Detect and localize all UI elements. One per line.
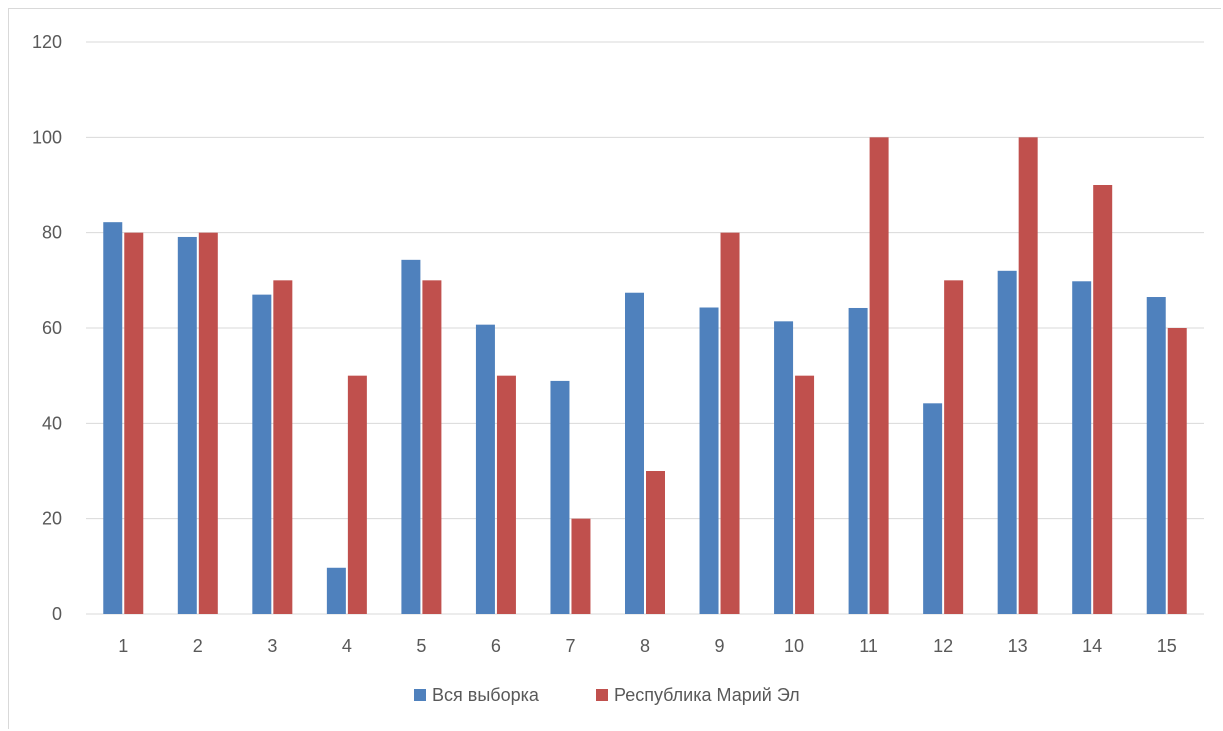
x-tick-label: 15 <box>1157 636 1177 656</box>
bar-series-2-cat-4 <box>347 375 367 614</box>
bar-series-2-cat-12 <box>944 280 964 614</box>
bar-series-1-cat-1 <box>103 222 123 614</box>
x-tick-label: 9 <box>715 636 725 656</box>
bar-series-1-cat-15 <box>1146 297 1166 614</box>
y-tick-label: 120 <box>32 32 62 52</box>
bar-series-1-cat-13 <box>997 270 1017 614</box>
bar-series-2-cat-10 <box>795 375 815 614</box>
bars <box>103 137 1187 615</box>
x-tick-label: 3 <box>267 636 277 656</box>
y-tick-label: 20 <box>42 509 62 529</box>
bar-series-1-cat-3 <box>252 294 272 614</box>
bar-series-1-cat-8 <box>625 292 644 614</box>
y-tick-label: 100 <box>32 127 62 147</box>
x-tick-label: 14 <box>1082 636 1102 656</box>
bar-series-2-cat-6 <box>496 375 516 614</box>
bar-series-1-cat-5 <box>401 259 421 614</box>
chart-frame <box>8 8 1221 729</box>
bar-series-2-cat-3 <box>273 280 293 614</box>
x-tick-label: 13 <box>1008 636 1028 656</box>
y-tick-label: 40 <box>42 413 62 433</box>
bar-series-2-cat-11 <box>869 137 889 615</box>
bar-series-2-cat-15 <box>1167 328 1187 614</box>
bar-series-1-cat-12 <box>923 403 943 614</box>
bar-series-2-cat-7 <box>571 518 591 614</box>
bar-series-1-cat-7 <box>550 380 570 614</box>
x-tick-label: 1 <box>118 636 128 656</box>
legend-label-1: Вся выборка <box>432 685 540 705</box>
x-tick-label: 8 <box>640 636 650 656</box>
gridlines <box>86 41 1204 615</box>
bar-series-1-cat-6 <box>475 324 495 614</box>
bar-series-1-cat-4 <box>326 567 346 614</box>
bar-series-2-cat-1 <box>124 232 144 614</box>
bar-series-1-cat-9 <box>699 307 719 614</box>
x-tick-label: 7 <box>565 636 575 656</box>
x-tick-label: 4 <box>342 636 352 656</box>
y-tick-label: 80 <box>42 223 62 243</box>
y-tick-label: 0 <box>52 604 62 624</box>
bar-series-2-cat-8 <box>646 471 665 614</box>
x-tick-label: 2 <box>193 636 203 656</box>
legend: Вся выборка Республика Марий Эл <box>414 685 800 705</box>
legend-swatch-1 <box>414 689 426 701</box>
x-tick-label: 6 <box>491 636 501 656</box>
bar-series-2-cat-5 <box>422 280 442 614</box>
x-tick-label: 11 <box>859 636 878 656</box>
bar-series-2-cat-9 <box>720 232 740 614</box>
bar-series-2-cat-2 <box>198 232 218 614</box>
bar-series-1-cat-11 <box>848 307 868 614</box>
y-tick-label: 60 <box>42 318 62 338</box>
y-axis-ticks: 0 20 40 60 80 100 120 <box>32 32 62 624</box>
x-tick-label: 12 <box>933 636 953 656</box>
bar-series-1-cat-2 <box>177 236 197 614</box>
x-tick-label: 10 <box>784 636 804 656</box>
bar-series-2-cat-14 <box>1093 185 1113 614</box>
bar-series-1-cat-10 <box>774 321 794 614</box>
bar-series-1-cat-14 <box>1072 281 1092 614</box>
x-tick-label: 5 <box>416 636 426 656</box>
bar-series-2-cat-13 <box>1018 137 1038 615</box>
x-axis-ticks: 1 2 3 4 5 6 7 8 9 10 11 12 13 14 15 <box>118 636 1176 656</box>
legend-swatch-2 <box>596 689 608 701</box>
legend-label-2: Республика Марий Эл <box>614 685 800 705</box>
